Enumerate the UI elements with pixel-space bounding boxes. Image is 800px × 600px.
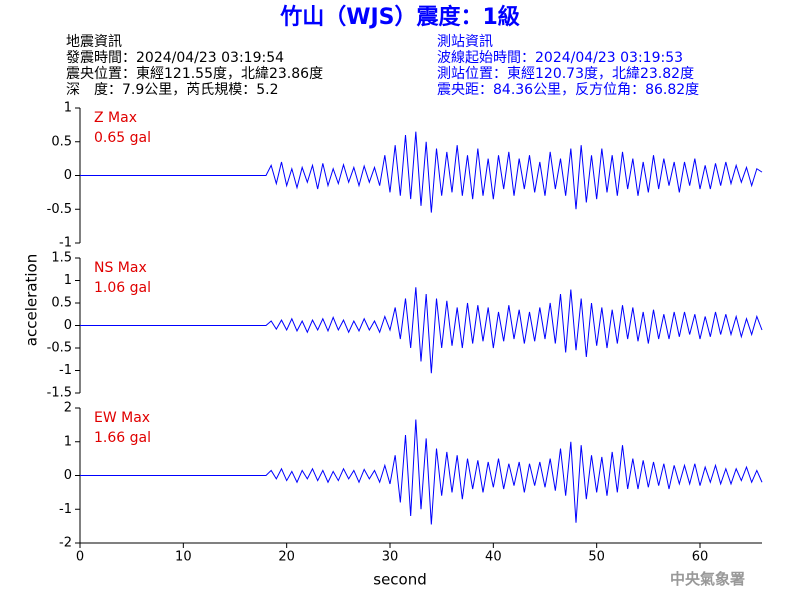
y-tick-label: 0.5: [51, 134, 72, 149]
info-right: 震央距：84.36公里，反方位角：86.82度: [437, 82, 699, 98]
y-tick-label: -1: [59, 502, 72, 517]
max-label: NS Max: [94, 260, 147, 276]
y-tick-label: 0: [64, 318, 72, 333]
max-value: 1.66 gal: [94, 430, 151, 446]
max-label: EW Max: [94, 410, 150, 426]
waveform: [80, 287, 763, 374]
info-right: 測站位置：東經120.73度，北緯23.82度: [437, 66, 694, 82]
y-axis-label: acceleration: [23, 254, 41, 346]
x-tick-label: 10: [175, 550, 192, 565]
x-tick-label: 50: [588, 550, 605, 565]
y-tick-label: 1: [64, 273, 72, 288]
info-right: 波線起始時間：2024/04/23 03:19:53: [437, 50, 683, 66]
y-tick-label: 1: [64, 434, 72, 449]
max-label: Z Max: [94, 110, 137, 126]
y-tick-label: -0.5: [47, 341, 72, 356]
waveform: [80, 131, 763, 213]
x-axis-label: second: [373, 571, 427, 589]
y-tick-label: -0.5: [47, 202, 72, 217]
x-tick-label: 30: [382, 550, 399, 565]
x-tick-label: 20: [278, 550, 295, 565]
x-tick-label: 40: [485, 550, 502, 565]
y-tick-label: -1.5: [47, 386, 72, 401]
x-tick-label: 0: [76, 550, 84, 565]
y-tick-label: 0: [64, 168, 72, 183]
max-value: 1.06 gal: [94, 280, 151, 296]
max-value: 0.65 gal: [94, 130, 151, 146]
info-left: 震央位置：東經121.55度，北緯23.86度: [66, 66, 323, 82]
info-right: 測站資訊: [437, 34, 493, 50]
footer: 中央氣象署: [670, 570, 745, 588]
info-left: 深 度：7.9公里，芮氏規模：5.2: [66, 81, 279, 98]
y-tick-label: 0: [64, 468, 72, 483]
y-tick-label: -1: [59, 363, 72, 378]
info-left: 地震資訊: [66, 34, 122, 50]
y-tick-label: 1: [64, 101, 72, 116]
y-tick-label: -2: [59, 536, 72, 551]
y-tick-label: 1.5: [51, 251, 72, 266]
y-tick-label: -1: [59, 236, 72, 251]
x-tick-label: 60: [692, 550, 709, 565]
waveform: [80, 419, 763, 525]
info-left: 發震時間：2024/04/23 03:19:54: [66, 50, 284, 66]
y-tick-label: 2: [64, 401, 72, 416]
y-tick-label: 0.5: [51, 296, 72, 311]
title: 竹山（WJS）震度：1級: [279, 4, 520, 30]
